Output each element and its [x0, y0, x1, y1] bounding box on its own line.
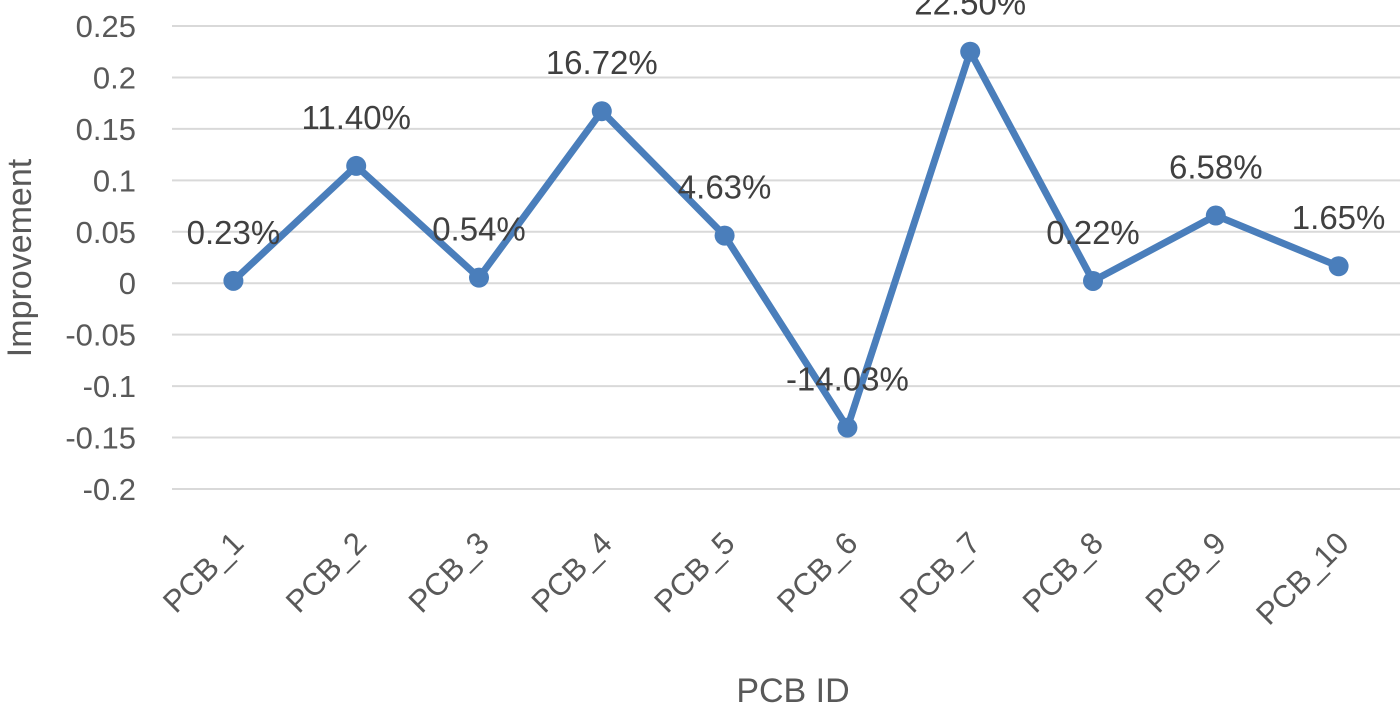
data-point	[1083, 270, 1103, 291]
series-line	[229, 48, 1343, 432]
x-tick-label: PCB_2	[279, 525, 373, 619]
data-label: 16.72%	[546, 44, 658, 81]
series-improvement	[223, 41, 1349, 438]
x-tick-label: PCB_3	[402, 525, 496, 619]
x-tick-label: PCB_5	[647, 525, 741, 619]
data-point	[1205, 205, 1226, 226]
x-tick-label: PCB_4	[525, 525, 619, 619]
y-axis-title: Improvement	[1, 158, 39, 357]
data-point	[591, 101, 612, 122]
data-point	[1328, 256, 1349, 277]
data-label: 22.50%	[914, 0, 1026, 22]
x-axis-title: PCB ID	[736, 672, 849, 703]
x-tick-label: PCB_10	[1249, 525, 1355, 631]
data-label: 4.63%	[678, 169, 772, 206]
y-tick-label: 0.1	[93, 163, 136, 198]
data-point	[346, 155, 367, 176]
y-tick-label: -0.15	[65, 421, 136, 456]
y-tick-label: 0.05	[76, 215, 136, 250]
data-label: 1.65%	[1292, 199, 1386, 236]
data-labels: 0.23% 11.40% 0.54% 16.72% 4.63% -14.03% 22.50%…	[187, 0, 1386, 398]
data-label: 6.58%	[1169, 149, 1263, 186]
y-tick-label: -0.1	[83, 369, 136, 404]
x-tick-label: PCB_6	[770, 525, 864, 619]
data-point	[837, 417, 858, 438]
y-axis-ticks: 0.25 0.2 0.15 0.1 0.05 0 -0.05 -0.1 -0.15 -0.2	[65, 9, 136, 507]
x-tick-label: PCB_7	[893, 525, 987, 619]
x-tick-label: PCB_8	[1016, 525, 1110, 619]
y-tick-label: 0.2	[93, 60, 136, 95]
y-tick-label: 0.15	[76, 112, 136, 147]
y-tick-label: -0.05	[65, 318, 136, 353]
data-label: 0.22%	[1046, 214, 1140, 251]
data-point	[223, 270, 244, 291]
data-label: 0.23%	[187, 214, 281, 251]
x-axis-ticks: PCB_1 PCB_2 PCB_3 PCB_4 PCB_5 PCB_6 PCB_7 PCB_8…	[156, 525, 1355, 631]
data-label: 0.54%	[432, 211, 526, 248]
data-point	[469, 267, 489, 288]
gridlines	[172, 25, 1400, 490]
x-tick-label: PCB_9	[1139, 525, 1233, 619]
data-point	[960, 41, 981, 62]
data-label: -14.03%	[786, 361, 909, 398]
y-tick-label: 0	[119, 266, 136, 301]
y-tick-label: 0.25	[76, 9, 136, 44]
data-point	[714, 225, 735, 246]
x-tick-label: PCB_1	[156, 525, 250, 619]
data-label: 11.40%	[301, 99, 410, 136]
y-tick-label: -0.2	[83, 472, 136, 507]
